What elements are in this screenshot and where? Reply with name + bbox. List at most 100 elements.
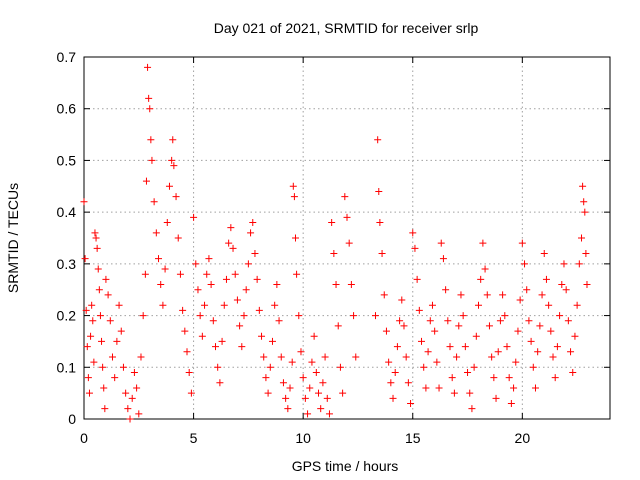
- data-point: [461, 343, 469, 351]
- data-point: [297, 348, 305, 356]
- data-point: [207, 281, 215, 289]
- data-point: [578, 234, 586, 242]
- data-point: [89, 317, 97, 325]
- data-point: [299, 374, 307, 382]
- data-point: [273, 281, 281, 289]
- data-point: [564, 317, 572, 325]
- x-tick-label: 0: [80, 430, 88, 446]
- data-point: [145, 94, 153, 102]
- data-point: [88, 301, 96, 309]
- data-point: [260, 353, 268, 361]
- data-point: [402, 353, 410, 361]
- data-point: [96, 312, 104, 320]
- data-point: [187, 389, 195, 397]
- data-point: [108, 353, 116, 361]
- data-point: [95, 286, 103, 294]
- data-point: [496, 317, 504, 325]
- data-point: [304, 410, 312, 418]
- grid-layer: [84, 57, 610, 419]
- data-point: [319, 379, 327, 387]
- data-point: [420, 363, 428, 371]
- data-point: [104, 291, 112, 299]
- data-point: [437, 239, 445, 247]
- data-point: [488, 353, 496, 361]
- data-point: [413, 275, 421, 283]
- data-point: [148, 156, 156, 164]
- plot-frame: [83, 56, 611, 420]
- data-point: [277, 353, 285, 361]
- data-point: [562, 286, 570, 294]
- data-point: [99, 363, 107, 371]
- data-point: [126, 415, 134, 423]
- data-point: [222, 275, 230, 283]
- data-point: [169, 136, 177, 144]
- data-point: [479, 239, 487, 247]
- data-point: [538, 291, 546, 299]
- data-point: [385, 358, 393, 366]
- data-point: [92, 234, 100, 242]
- data-point: [165, 182, 173, 190]
- data-point: [523, 286, 531, 294]
- data-point: [183, 348, 191, 356]
- data-point: [159, 301, 167, 309]
- data-point: [205, 255, 213, 263]
- data-point: [470, 363, 478, 371]
- data-point: [422, 384, 430, 392]
- data-point: [238, 343, 246, 351]
- data-point: [194, 286, 202, 294]
- data-point: [325, 410, 333, 418]
- data-point: [380, 291, 388, 299]
- data-point: [98, 337, 106, 345]
- data-point: [330, 250, 338, 258]
- x-tick-label: 10: [295, 430, 311, 446]
- data-point: [446, 343, 454, 351]
- data-point: [453, 353, 461, 361]
- data-point: [499, 291, 507, 299]
- data-point: [102, 275, 110, 283]
- data-point: [144, 63, 152, 71]
- data-point: [545, 301, 553, 309]
- data-point: [290, 193, 298, 201]
- y-tick-label: 0.1: [57, 359, 77, 375]
- data-point: [218, 337, 226, 345]
- data-point: [567, 348, 575, 356]
- data-point: [128, 394, 136, 402]
- data-point: [464, 368, 472, 376]
- data-point: [424, 348, 432, 356]
- data-point: [240, 312, 248, 320]
- data-point: [472, 332, 480, 340]
- data-point: [334, 322, 342, 330]
- chart-title: Day 021 of 2021, SRMTID for receiver srl…: [214, 20, 479, 36]
- data-point: [258, 332, 266, 340]
- data-point: [91, 229, 99, 237]
- data-point: [242, 286, 250, 294]
- data-point: [115, 301, 123, 309]
- data-point: [575, 260, 583, 268]
- data-point: [582, 250, 590, 258]
- data-point: [551, 374, 559, 382]
- data-point: [295, 312, 303, 320]
- data-point: [135, 410, 143, 418]
- data-point: [251, 250, 259, 258]
- data-point: [387, 379, 395, 387]
- data-point: [94, 265, 102, 273]
- data-point: [450, 389, 458, 397]
- data-point: [317, 405, 325, 413]
- data-point: [150, 198, 158, 206]
- data-point: [279, 379, 287, 387]
- data-point: [516, 296, 524, 304]
- data-point: [400, 322, 408, 330]
- data-point: [573, 301, 581, 309]
- data-point: [90, 358, 98, 366]
- data-point: [291, 234, 299, 242]
- data-point: [371, 312, 379, 320]
- data-point: [339, 389, 347, 397]
- data-point: [398, 296, 406, 304]
- data-point: [558, 281, 566, 289]
- data-point: [209, 317, 217, 325]
- y-tick-label: 0.4: [57, 204, 77, 220]
- data-point: [328, 218, 336, 226]
- data-point: [374, 136, 382, 144]
- data-point: [404, 379, 412, 387]
- data-point: [505, 374, 513, 382]
